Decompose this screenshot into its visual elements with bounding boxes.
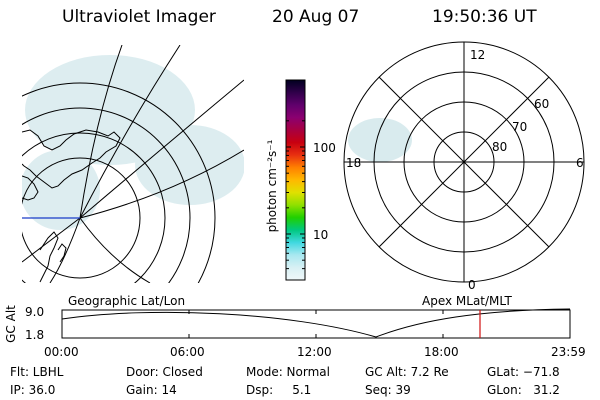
altitude-ytick-bottom: 1.8 [25, 328, 45, 342]
page-title: Ultraviolet Imager [62, 7, 216, 27]
colorbar-tick-10: 10 [313, 228, 329, 242]
xtick-2359: 23:59 [551, 345, 586, 359]
dsp-status: Dsp: 5.1 [246, 383, 312, 397]
altitude-plot [61, 308, 571, 339]
mlat-label-70: 70 [512, 120, 528, 134]
mlt-label-6: 6 [576, 156, 584, 170]
colorbar-tick-100: 100 [313, 141, 336, 155]
gain-status: Gain: 14 [126, 383, 177, 397]
mode-status: Mode: Normal [246, 365, 330, 379]
seq-status: Seq: 39 [365, 383, 411, 397]
glat-status: GLat: −71.8 [487, 365, 560, 379]
colorbar-unit-label: photon cm⁻²s⁻¹ [265, 139, 279, 233]
mlt-label-12: 12 [470, 48, 486, 62]
altitude-ylabel: GC Alt [4, 305, 18, 343]
mlat-label-80: 80 [492, 140, 508, 154]
diagonal-b [378, 76, 550, 248]
xtick-1800: 18:00 [424, 345, 459, 359]
colorbar [285, 79, 306, 281]
filter-status: Flt: LBHL [10, 365, 64, 379]
apex-panel-label: Apex MLat/MLT [422, 294, 512, 308]
altitude-curve [61, 308, 571, 338]
geographic-panel-label: Geographic Lat/Lon [68, 294, 186, 308]
header-date: 20 Aug 07 [272, 7, 360, 27]
geographic-map [22, 45, 244, 283]
mlt-label-0: 0 [468, 278, 476, 292]
coastline [22, 129, 121, 283]
door-status: Door: Closed [126, 365, 203, 379]
glon-status: GLon: 31.2 [487, 383, 560, 397]
meridian-lines [22, 45, 244, 283]
aurora-haze [22, 55, 244, 230]
mlat-label-60: 60 [534, 97, 550, 111]
latitude-circles [22, 82, 216, 283]
xtick-0600: 06:00 [170, 345, 205, 359]
polar-plot [343, 41, 585, 283]
colorbar-ticks [286, 120, 305, 270]
altitude-xticks [61, 310, 571, 338]
altitude-ytick-top: 9.0 [25, 305, 45, 319]
xtick-0000: 00:00 [44, 345, 79, 359]
xtick-1200: 12:00 [297, 345, 332, 359]
gc-alt-status: GC Alt: 7.2 Re [365, 365, 449, 379]
ip-status: IP: 36.0 [10, 383, 56, 397]
mlt-label-18: 18 [346, 156, 362, 170]
header-time: 19:50:36 UT [432, 7, 537, 27]
aurora-haze-polar [348, 118, 412, 162]
